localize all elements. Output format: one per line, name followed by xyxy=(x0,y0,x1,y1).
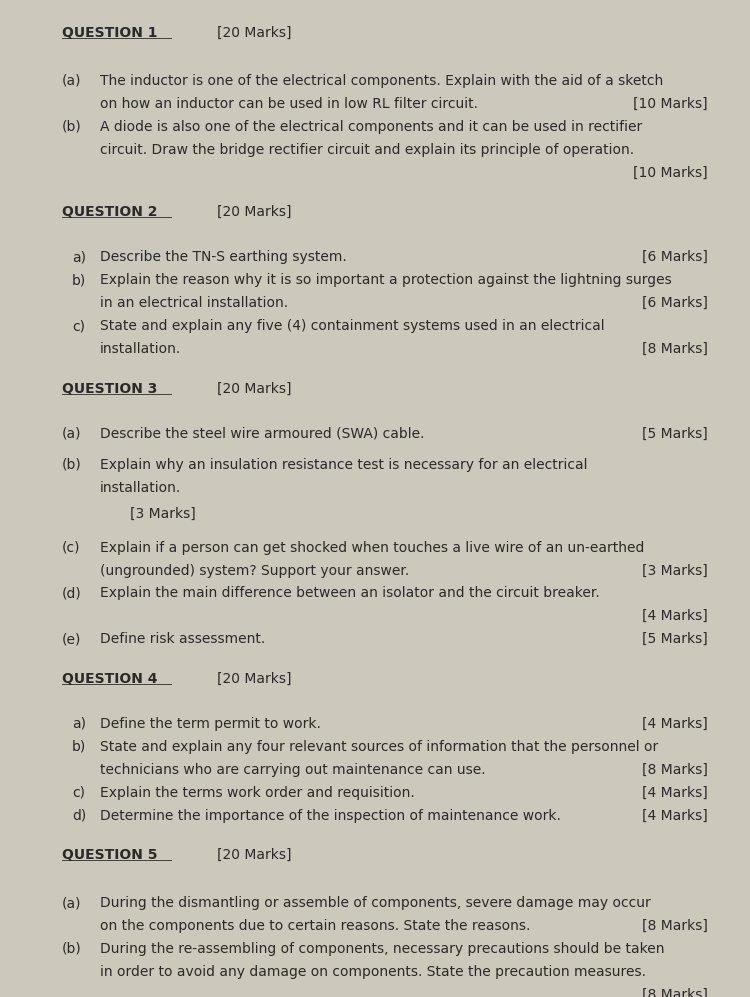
Text: [5 Marks]: [5 Marks] xyxy=(642,632,708,646)
Text: Define risk assessment.: Define risk assessment. xyxy=(100,632,266,646)
Text: QUESTION 3: QUESTION 3 xyxy=(62,382,158,396)
Text: [3 Marks]: [3 Marks] xyxy=(642,563,708,577)
Text: QUESTION 1: QUESTION 1 xyxy=(62,26,158,40)
Text: (e): (e) xyxy=(62,632,81,646)
Text: [8 Marks]: [8 Marks] xyxy=(642,342,708,356)
Text: [5 Marks]: [5 Marks] xyxy=(642,427,708,441)
Text: (d): (d) xyxy=(62,586,82,600)
Text: QUESTION 4: QUESTION 4 xyxy=(62,672,158,686)
Text: QUESTION 2: QUESTION 2 xyxy=(62,205,158,219)
Text: Explain the main difference between an isolator and the circuit breaker.: Explain the main difference between an i… xyxy=(100,586,600,600)
Text: (a): (a) xyxy=(62,896,82,910)
Text: on how an inductor can be used in low RL filter circuit.: on how an inductor can be used in low RL… xyxy=(100,97,478,111)
Text: d): d) xyxy=(72,809,86,823)
Text: [20 Marks]: [20 Marks] xyxy=(217,672,292,686)
Text: (b): (b) xyxy=(62,942,82,956)
Text: [20 Marks]: [20 Marks] xyxy=(217,26,292,40)
Text: Describe the TN-S earthing system.: Describe the TN-S earthing system. xyxy=(100,250,346,264)
Text: [8 Marks]: [8 Marks] xyxy=(642,988,708,997)
Text: [4 Marks]: [4 Marks] xyxy=(642,609,708,623)
Text: During the re-assembling of components, necessary precautions should be taken: During the re-assembling of components, … xyxy=(100,942,664,956)
Text: in order to avoid any damage on components. State the precaution measures.: in order to avoid any damage on componen… xyxy=(100,965,646,979)
Text: [20 Marks]: [20 Marks] xyxy=(217,382,292,396)
Text: Determine the importance of the inspection of maintenance work.: Determine the importance of the inspecti… xyxy=(100,809,561,823)
Text: QUESTION 5: QUESTION 5 xyxy=(62,848,158,862)
Text: (b): (b) xyxy=(62,458,82,472)
Text: technicians who are carrying out maintenance can use.: technicians who are carrying out mainten… xyxy=(100,763,486,777)
Text: Explain why an insulation resistance test is necessary for an electrical: Explain why an insulation resistance tes… xyxy=(100,458,587,472)
Text: (a): (a) xyxy=(62,74,82,88)
Text: c): c) xyxy=(72,319,85,333)
Text: c): c) xyxy=(72,786,85,800)
Text: in an electrical installation.: in an electrical installation. xyxy=(100,296,288,310)
Text: During the dismantling or assemble of components, severe damage may occur: During the dismantling or assemble of co… xyxy=(100,896,651,910)
Text: [10 Marks]: [10 Marks] xyxy=(633,97,708,111)
Text: a): a) xyxy=(72,717,86,731)
Text: [20 Marks]: [20 Marks] xyxy=(217,848,292,862)
Text: [6 Marks]: [6 Marks] xyxy=(642,296,708,310)
Text: Explain if a person can get shocked when touches a live wire of an un-earthed: Explain if a person can get shocked when… xyxy=(100,540,644,554)
Text: Define the term permit to work.: Define the term permit to work. xyxy=(100,717,321,731)
Text: The inductor is one of the electrical components. Explain with the aid of a sket: The inductor is one of the electrical co… xyxy=(100,74,663,88)
Text: A diode is also one of the electrical components and it can be used in rectifier: A diode is also one of the electrical co… xyxy=(100,120,642,134)
Text: [4 Marks]: [4 Marks] xyxy=(642,809,708,823)
Text: Explain the reason why it is so important a protection against the lightning sur: Explain the reason why it is so importan… xyxy=(100,273,672,287)
Text: [8 Marks]: [8 Marks] xyxy=(642,919,708,933)
Text: [4 Marks]: [4 Marks] xyxy=(642,786,708,800)
Text: (c): (c) xyxy=(62,540,80,554)
Text: b): b) xyxy=(72,273,86,287)
Text: installation.: installation. xyxy=(100,481,182,495)
Text: [4 Marks]: [4 Marks] xyxy=(642,717,708,731)
Text: [8 Marks]: [8 Marks] xyxy=(642,763,708,777)
Text: [6 Marks]: [6 Marks] xyxy=(642,250,708,264)
Text: [20 Marks]: [20 Marks] xyxy=(217,205,292,219)
Text: installation.: installation. xyxy=(100,342,182,356)
Text: b): b) xyxy=(72,740,86,754)
Text: State and explain any five (4) containment systems used in an electrical: State and explain any five (4) containme… xyxy=(100,319,604,333)
Text: circuit. Draw the bridge rectifier circuit and explain its principle of operatio: circuit. Draw the bridge rectifier circu… xyxy=(100,143,634,157)
Text: Describe the steel wire armoured (SWA) cable.: Describe the steel wire armoured (SWA) c… xyxy=(100,427,424,441)
Text: (ungrounded) system? Support your answer.: (ungrounded) system? Support your answer… xyxy=(100,563,410,577)
Text: Explain the terms work order and requisition.: Explain the terms work order and requisi… xyxy=(100,786,415,800)
Text: on the components due to certain reasons. State the reasons.: on the components due to certain reasons… xyxy=(100,919,530,933)
Text: a): a) xyxy=(72,250,86,264)
Text: [3 Marks]: [3 Marks] xyxy=(130,506,196,520)
Text: (a): (a) xyxy=(62,427,82,441)
Text: (b): (b) xyxy=(62,120,82,134)
Text: [10 Marks]: [10 Marks] xyxy=(633,166,708,179)
Text: State and explain any four relevant sources of information that the personnel or: State and explain any four relevant sour… xyxy=(100,740,658,754)
